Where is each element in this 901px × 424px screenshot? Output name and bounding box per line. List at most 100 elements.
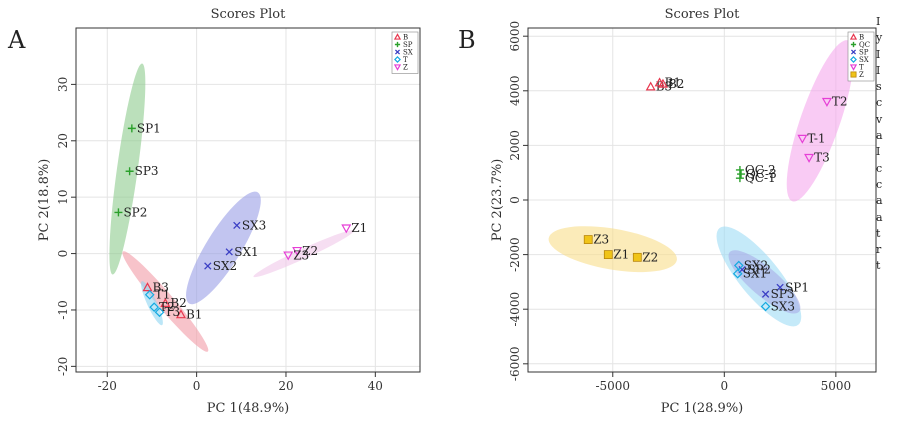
- legend-label-t: T: [859, 64, 864, 72]
- caption-fragment: I: [876, 63, 881, 77]
- confidence-ellipse-sx: [186, 191, 261, 305]
- legend-marker-sp: [394, 41, 401, 48]
- caption-fragment: t: [876, 259, 881, 273]
- y-tick-label: -2000: [508, 237, 522, 272]
- point-label-sp2: SP2: [747, 263, 771, 277]
- x-tick-label: 0: [193, 379, 201, 393]
- legend-marker-sx: [850, 56, 857, 63]
- panel-b-ticks: -5000 0 5000 -6000 -4000 -2000 0 2000 4000 6000: [508, 21, 851, 393]
- point-b2: [160, 297, 171, 307]
- x-tick-label: 20: [278, 379, 293, 393]
- point-t2: [821, 97, 832, 107]
- y-tick-label: 2000: [508, 130, 522, 161]
- point-label-t3: T3: [165, 305, 181, 319]
- y-tick-label: 30: [56, 77, 70, 92]
- y-tick-label: 6000: [508, 21, 522, 52]
- point-t-1: [797, 134, 808, 144]
- legend-label-sx: SX: [859, 56, 869, 64]
- legend-label-sp: SP: [403, 41, 413, 49]
- point-label-t-1: T-1: [807, 132, 825, 146]
- point-b3: [645, 81, 656, 91]
- confidence-ellipse-t: [786, 40, 854, 202]
- confidence-ellipse-b: [122, 251, 209, 352]
- point-label-sx3: SX3: [242, 218, 266, 232]
- y-tick-label: -20: [56, 357, 70, 376]
- panel-a-frame: [75, 27, 421, 373]
- point-sp3: [761, 290, 770, 298]
- confidence-ellipse-z: [548, 226, 677, 273]
- point-sx3: [760, 301, 771, 312]
- legend-marker-t: [394, 56, 401, 63]
- caption-fragment: a: [876, 129, 883, 143]
- point-z2: [292, 246, 303, 256]
- point-label-qc-2: QC-2: [745, 163, 776, 177]
- point-sx1: [225, 248, 233, 256]
- panel-a-xlabel: PC 1(48.9%): [207, 401, 290, 416]
- caption-fragment: c: [876, 161, 883, 175]
- point-sx2: [733, 260, 744, 271]
- point-sp1: [776, 283, 784, 292]
- panel-b-xlabel: PC 1(28.9%): [661, 401, 744, 416]
- x-tick-label: -5000: [595, 379, 630, 393]
- point-label-z2: Z2: [642, 250, 658, 264]
- point-label-b2: B2: [170, 296, 186, 310]
- legend-marker-z: [850, 71, 857, 78]
- point-label-qc-3: QC-3: [746, 167, 777, 181]
- y-tick-label: 10: [56, 190, 70, 205]
- point-sx3: [233, 221, 241, 230]
- confidence-ellipse-sp: [109, 63, 146, 275]
- point-label-sp3: SP3: [771, 287, 795, 301]
- point-t3: [804, 153, 815, 163]
- point-z3: [583, 235, 593, 244]
- panel-a-ylabel: PC 2(18.8%): [37, 159, 52, 242]
- legend-label-z: Z: [859, 71, 864, 79]
- legend-label-sx: SX: [403, 49, 413, 57]
- panel-a-ellipses: [109, 63, 355, 352]
- y-tick-label: 0: [508, 196, 522, 204]
- point-label-t2: T2: [832, 95, 848, 109]
- point-label-z3: Z3: [293, 248, 309, 262]
- point-z3: [283, 251, 294, 261]
- point-t3: [154, 307, 165, 318]
- point-label-z1: Z1: [613, 248, 629, 262]
- point-label-sp1: SP1: [137, 121, 161, 135]
- point-label-b1: B1: [665, 76, 681, 90]
- legend-marker-t: [849, 64, 858, 71]
- panel-a-label: A: [7, 26, 26, 54]
- caption-fragment: a: [876, 210, 883, 224]
- y-tick-label: 0: [56, 250, 70, 258]
- point-label-sx2: SX2: [744, 259, 768, 273]
- point-qc-3: [737, 170, 746, 179]
- point-sx1: [732, 268, 743, 279]
- point-label-t2: T2: [159, 300, 175, 314]
- legend-marker-qc: [850, 41, 857, 48]
- point-label-qc-1: QC-1: [745, 171, 776, 185]
- confidence-ellipse-sp: [728, 250, 801, 314]
- legend-label-b: B: [403, 34, 408, 42]
- panel-b-grid: [528, 28, 876, 372]
- point-label-sx2: SX2: [213, 259, 237, 273]
- panel-b-ylabel: PC 2(23.7%): [490, 159, 505, 242]
- point-label-sp1: SP1: [785, 280, 809, 294]
- panel-b-ellipses: [548, 40, 854, 327]
- x-tick-label: -20: [98, 379, 117, 393]
- point-sx2: [204, 262, 212, 270]
- point-label-sx3: SX3: [771, 299, 795, 313]
- point-t1: [144, 289, 155, 300]
- caption-fragment: s: [876, 80, 882, 94]
- caption-fragment: v: [876, 112, 883, 126]
- point-t2: [149, 302, 160, 312]
- y-tick-label: 4000: [508, 76, 522, 107]
- point-label-sx1: SX1: [234, 245, 258, 259]
- confidence-ellipse-z: [253, 229, 355, 278]
- x-tick-label: 5000: [821, 379, 852, 393]
- caption-fragment: y: [876, 31, 883, 45]
- panel-a-title: Scores Plot: [211, 7, 286, 22]
- point-label-b3: B3: [152, 280, 168, 294]
- point-label-t1: T1: [155, 288, 171, 302]
- point-label-sx1: SX1: [743, 267, 767, 281]
- point-qc-2: [735, 165, 744, 174]
